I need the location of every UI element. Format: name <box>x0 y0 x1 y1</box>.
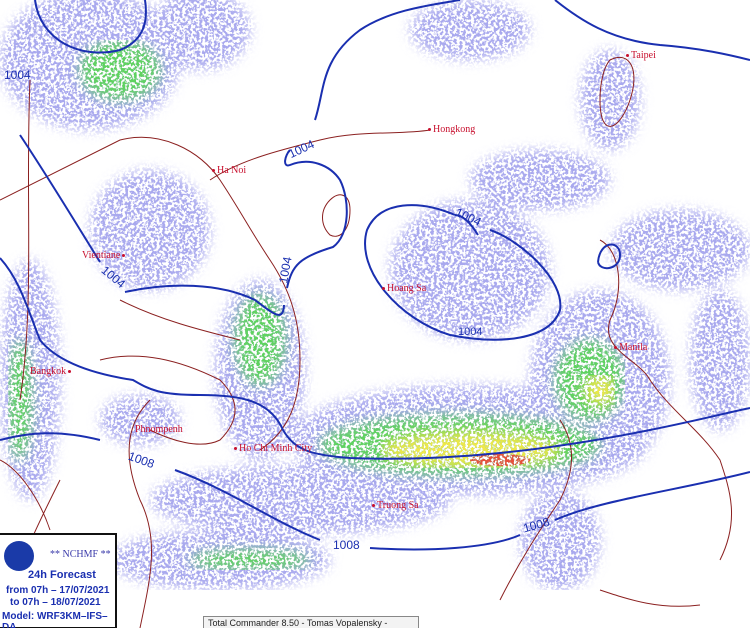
city-manila: Manila <box>612 342 647 353</box>
coastlines <box>0 57 732 628</box>
isobar-label: 1004 <box>458 326 483 338</box>
forecast-to: to 07h – 18/07/2021 <box>10 597 101 608</box>
city-phnompenh: Phnompenh <box>135 424 183 435</box>
forecast-from: from 07h – 17/07/2021 <box>6 585 110 596</box>
isobar-label: 1008 <box>333 538 360 552</box>
city-hongkong: Hongkong <box>426 124 475 135</box>
city-taipei: Taipei <box>624 50 656 61</box>
city-bangkok: Bangkok <box>30 366 73 377</box>
isobars <box>0 0 750 551</box>
city-truong-sa: Truong Sa <box>370 500 419 511</box>
taskbar-tooltip[interactable]: Total Commander 8.50 - Tomas Vopalensky … <box>203 616 419 628</box>
city-ho-chi-minh: Ho Chi Minh City <box>232 443 312 454</box>
forecast-title: 24h Forecast <box>28 569 96 581</box>
isobar-label: 1004 <box>4 68 31 82</box>
city-vientiane: Vientiane <box>82 250 127 261</box>
city-hanoi: Ha Noi <box>210 165 246 176</box>
city-hoang-sa: Hoang Sa <box>380 283 426 294</box>
org-label: ** NCHMF ** <box>50 549 111 560</box>
nchmf-logo <box>4 541 34 571</box>
forecast-model: Model: WRF3KM–IFS–DA <box>2 611 108 628</box>
forecast-legend: ** NCHMF ** 24h Forecast from 07h – 17/0… <box>0 533 117 628</box>
